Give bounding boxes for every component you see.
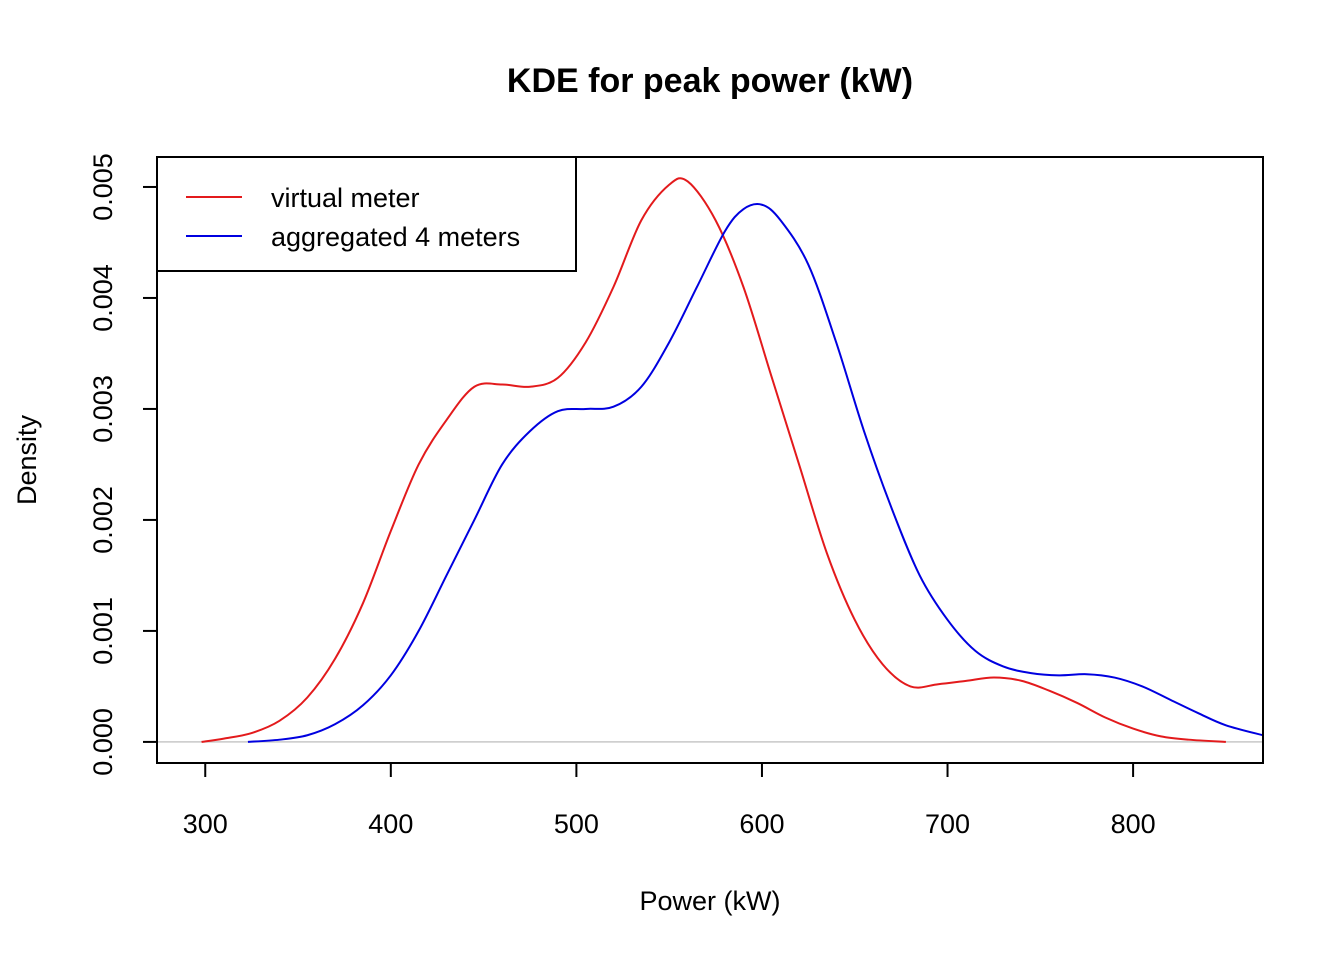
x-axis-label: Power (kW) (640, 886, 781, 916)
series-line-aggregated-4-meters (247, 203, 1263, 743)
chart-title: KDE for peak power (kW) (507, 62, 913, 100)
x-tick-label: 500 (554, 809, 599, 839)
y-tick-label: 0.003 (88, 375, 118, 443)
x-tick-label: 600 (739, 809, 784, 839)
y-tick-label: 0.004 (88, 264, 118, 332)
legend-box (156, 156, 577, 272)
y-axis-label: Density (12, 414, 42, 505)
legend: virtual meter aggregated 4 meters (156, 156, 577, 272)
series-line-virtual-meter (201, 177, 1226, 743)
y-tick-label: 0.005 (88, 153, 118, 221)
x-tick-label: 800 (1111, 809, 1156, 839)
y-axis: 0.000 0.001 0.002 0.003 0.004 0.005 (88, 153, 158, 776)
x-axis: 300 400 500 600 700 800 (183, 762, 1156, 839)
y-tick-label: 0.000 (88, 708, 118, 776)
legend-label-aggregated: aggregated 4 meters (271, 222, 520, 252)
legend-label-virtual-meter: virtual meter (271, 183, 420, 213)
x-tick-label: 300 (183, 809, 228, 839)
x-tick-label: 700 (925, 809, 970, 839)
y-tick-label: 0.001 (88, 597, 118, 665)
y-tick-label: 0.002 (88, 486, 118, 554)
x-tick-label: 400 (368, 809, 413, 839)
